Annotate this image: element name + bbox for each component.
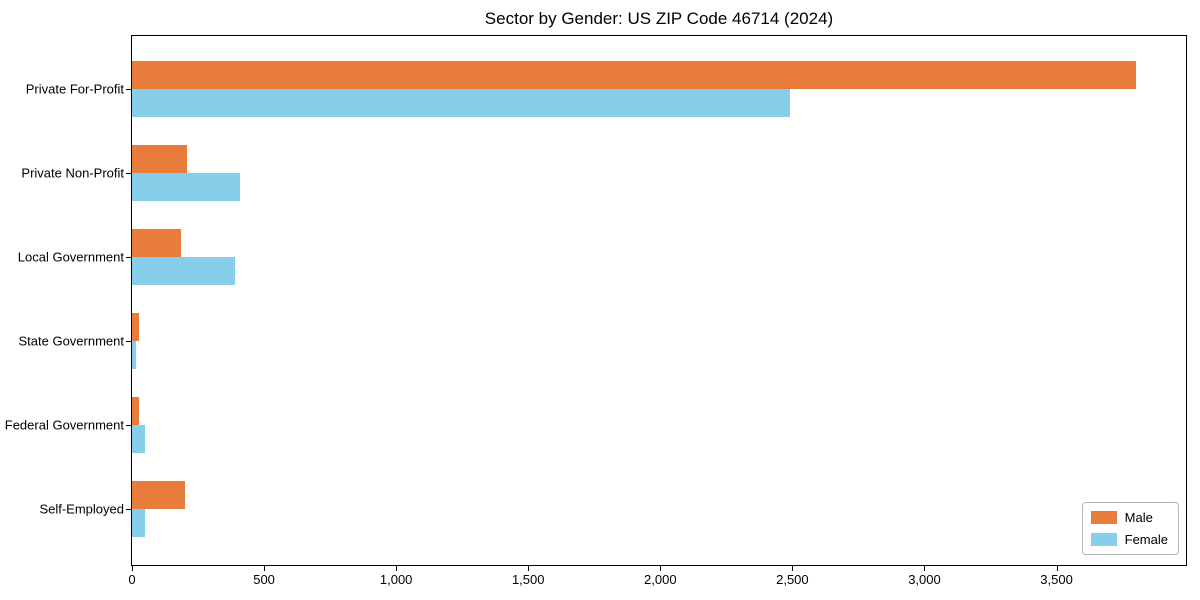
x-tick-mark xyxy=(1056,566,1058,571)
x-tick-label: 2,000 xyxy=(644,572,677,587)
bar-male-private-non-profit xyxy=(132,145,188,173)
y-axis-label: Self-Employed xyxy=(39,501,124,517)
y-tick-mark xyxy=(126,341,131,342)
y-axis-label: Local Government xyxy=(17,249,124,265)
x-tick-mark xyxy=(924,566,926,571)
y-tick-mark xyxy=(126,257,131,258)
x-tick-mark xyxy=(528,566,530,571)
bar-female-state-government xyxy=(132,341,136,369)
y-axis-label: Private For-Profit xyxy=(25,81,124,97)
chart-title: Sector by Gender: US ZIP Code 46714 (202… xyxy=(484,9,834,28)
legend-swatch-female xyxy=(1090,533,1117,546)
legend-label-female: Female xyxy=(1124,532,1168,547)
bar-male-local-government xyxy=(132,229,181,257)
y-axis-label: State Government xyxy=(18,333,125,349)
x-tick-mark xyxy=(396,566,398,571)
bar-female-private-for-profit xyxy=(132,89,790,117)
y-tick-mark xyxy=(126,173,131,174)
x-tick-mark xyxy=(660,566,662,571)
bar-female-federal-government xyxy=(132,425,146,453)
y-axis-label: Private Non-Profit xyxy=(21,165,124,181)
x-tick-label: 2,500 xyxy=(776,572,809,587)
bar-female-self-employed xyxy=(132,509,146,537)
y-tick-mark xyxy=(126,509,131,510)
x-tick-mark xyxy=(132,566,133,571)
legend-item-male: Male xyxy=(1090,510,1168,525)
bar-male-self-employed xyxy=(132,481,185,509)
x-tick-label: 3,000 xyxy=(908,572,941,587)
y-tick-mark xyxy=(126,425,131,426)
bar-male-federal-government xyxy=(132,397,139,425)
x-tick-mark xyxy=(264,566,266,571)
legend-item-female: Female xyxy=(1090,532,1168,547)
bar-male-state-government xyxy=(132,313,139,341)
x-tick-label: 0 xyxy=(128,572,136,587)
plot-area: Male Female xyxy=(131,35,1187,566)
legend-label-male: Male xyxy=(1124,510,1153,525)
bar-female-private-non-profit xyxy=(132,173,241,201)
x-tick-mark xyxy=(792,566,794,571)
y-axis-label: Federal Government xyxy=(4,417,124,433)
bar-female-local-government xyxy=(132,257,236,285)
legend: Male Female xyxy=(1081,502,1179,555)
x-tick-label: 1,500 xyxy=(511,572,545,587)
legend-swatch-male xyxy=(1090,511,1117,524)
x-tick-label: 1,000 xyxy=(379,572,413,587)
x-tick-label: 3,500 xyxy=(1040,572,1073,587)
x-tick-label: 500 xyxy=(253,572,275,587)
y-tick-mark xyxy=(126,89,131,90)
bar-male-private-for-profit xyxy=(132,61,1136,89)
